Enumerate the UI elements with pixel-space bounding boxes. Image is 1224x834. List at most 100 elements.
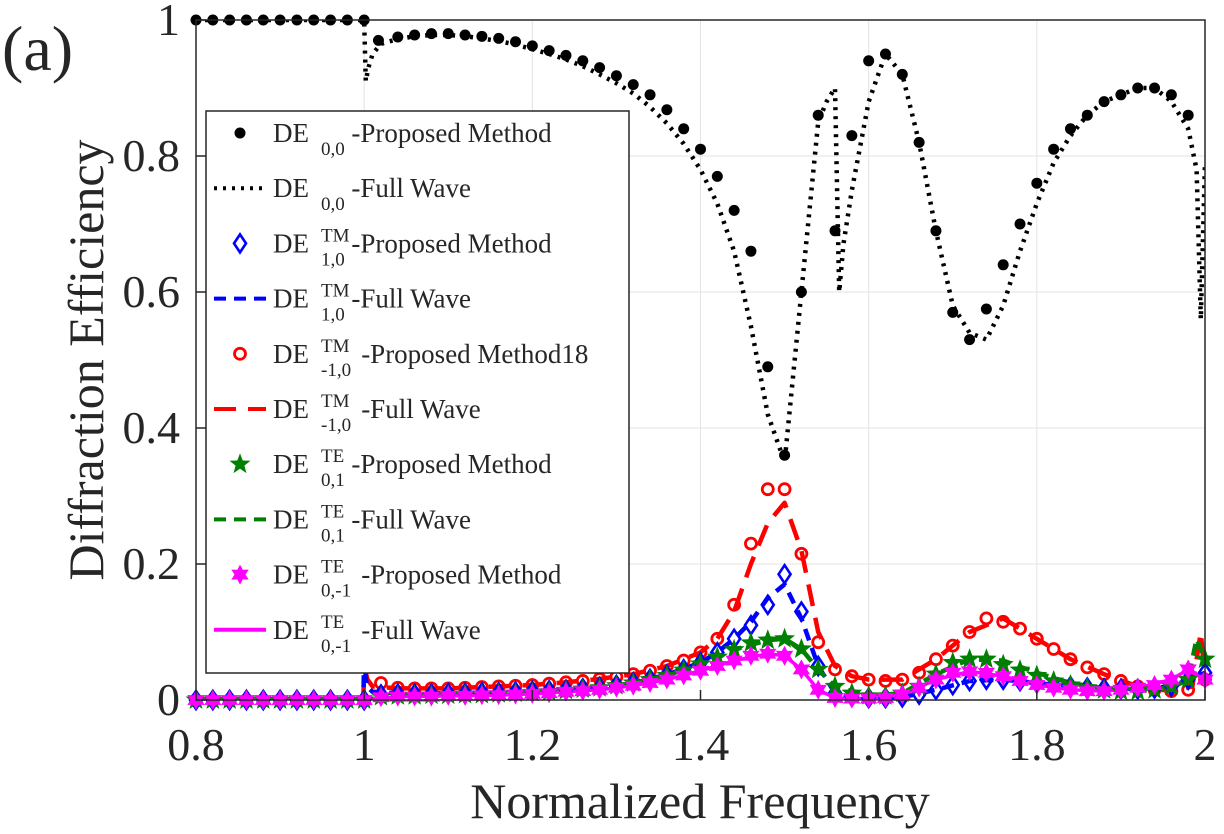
y-tick-label: 0.6 bbox=[123, 266, 181, 317]
series-8-point bbox=[590, 679, 609, 700]
series-0-point bbox=[947, 306, 959, 318]
series-4-point bbox=[744, 536, 758, 551]
series-0-point bbox=[964, 334, 976, 346]
series-6-point bbox=[959, 648, 980, 669]
x-tick-label: 0.8 bbox=[167, 719, 225, 770]
series-0-point bbox=[1132, 82, 1144, 94]
series-4-point bbox=[1080, 660, 1095, 675]
series-6-point bbox=[723, 638, 745, 659]
x-tick-label: 1.6 bbox=[840, 719, 898, 770]
legend-label-base: DE bbox=[273, 615, 309, 645]
panel-label: (a) bbox=[2, 13, 73, 84]
legend-label-subscript: -1,0 bbox=[321, 415, 351, 436]
y-tick-label: 1 bbox=[157, 0, 180, 45]
x-tick-label: 1.8 bbox=[1008, 719, 1066, 770]
series-2-point bbox=[777, 562, 793, 586]
series-0-point bbox=[1115, 89, 1127, 101]
series-8-point bbox=[1028, 675, 1046, 695]
series-8-point bbox=[1045, 677, 1063, 698]
legend-label-base: DE bbox=[273, 449, 309, 479]
legend-entry: DE 0,1 TE -Full Wave bbox=[214, 501, 471, 546]
legend-entry: DE -1,0 TM -Proposed Method18 bbox=[233, 336, 588, 381]
series-0-point bbox=[997, 259, 1009, 271]
legend-label-text: -Proposed Method bbox=[351, 118, 552, 148]
legend-label-base: DE bbox=[273, 284, 309, 314]
legend-label-base: DE bbox=[273, 173, 309, 203]
legend-label-text: -Full Wave bbox=[361, 615, 481, 645]
series-0-point bbox=[863, 55, 875, 67]
legend-label-superscript: TM bbox=[321, 336, 350, 357]
series-0-point bbox=[812, 109, 824, 121]
series-8-point bbox=[944, 662, 962, 683]
legend-label-superscript: TM bbox=[321, 225, 350, 246]
legend-label-subscript: 1,0 bbox=[321, 249, 345, 270]
series-8-point bbox=[792, 659, 811, 680]
series-8-point bbox=[372, 687, 390, 708]
legend-label-superscript: TE bbox=[321, 612, 344, 633]
series-8-point bbox=[927, 669, 945, 690]
series-0-point bbox=[392, 31, 404, 43]
legend-marker bbox=[232, 232, 248, 255]
x-tick-label: 1.2 bbox=[504, 719, 562, 770]
legend-label-text: -Full Wave bbox=[351, 504, 471, 534]
series-8-point bbox=[557, 681, 575, 702]
series-8-point bbox=[708, 656, 726, 676]
series-0-point bbox=[526, 40, 538, 52]
series-0-point bbox=[1149, 82, 1161, 94]
legend-label-subscript: 0,-1 bbox=[321, 636, 351, 657]
series-8-point bbox=[624, 675, 642, 696]
legend-entry: DE 0,0 -Full Wave bbox=[214, 173, 471, 215]
series-0-point bbox=[896, 68, 908, 80]
series-8-point bbox=[1129, 677, 1147, 698]
series-4-point bbox=[962, 625, 977, 639]
series-6-point bbox=[975, 648, 997, 669]
series-0-point bbox=[1014, 218, 1026, 230]
series-0-point bbox=[678, 123, 690, 135]
series-8-point bbox=[490, 685, 508, 706]
series-6-point bbox=[992, 653, 1014, 674]
legend-label-subscript: 0,0 bbox=[321, 139, 345, 160]
series-8-point bbox=[977, 662, 995, 683]
series-8-point bbox=[960, 661, 979, 682]
series-8-point bbox=[1078, 681, 1096, 702]
y-tick-label: 0.8 bbox=[123, 130, 181, 181]
series-8-point bbox=[607, 677, 626, 698]
series-2-point bbox=[760, 593, 776, 617]
series-6-point bbox=[774, 627, 795, 648]
legend-label: DE 0,1 TE -Full Wave bbox=[273, 501, 471, 546]
series-4-point bbox=[945, 638, 960, 653]
x-tick-label: 2 bbox=[1194, 719, 1217, 770]
series-0-point bbox=[1182, 109, 1194, 121]
legend-label: DE -1,0 TM -Full Wave bbox=[273, 391, 481, 436]
series-8-point bbox=[742, 645, 760, 666]
series-6-point bbox=[1009, 659, 1031, 679]
legend-entry: DE 1,0 TM-Proposed Method bbox=[232, 225, 552, 270]
series-8-point bbox=[809, 679, 827, 700]
series-8-point bbox=[456, 685, 474, 706]
series-4-point bbox=[1046, 642, 1061, 656]
series-2-point bbox=[793, 600, 809, 623]
y-axis-label: Diffraction Efficiency bbox=[58, 139, 114, 580]
legend-label-base: DE bbox=[273, 228, 309, 258]
series-4-point bbox=[811, 635, 826, 650]
series-4-point bbox=[828, 662, 842, 677]
series-0-point bbox=[829, 225, 841, 237]
x-tick-label: 1.4 bbox=[672, 719, 730, 770]
legend-label-text: -Proposed Method bbox=[361, 560, 562, 590]
legend-label-superscript: TE bbox=[321, 446, 344, 467]
legend-label-superscript: TM bbox=[321, 391, 350, 412]
series-8-point bbox=[406, 686, 424, 707]
series-0-point bbox=[1165, 89, 1177, 101]
series-6-point bbox=[740, 631, 762, 652]
legend-marker bbox=[229, 453, 251, 474]
legend-label-text: -Full Wave bbox=[361, 394, 481, 424]
legend-label-text: -Full Wave bbox=[351, 284, 471, 314]
series-0-point bbox=[661, 104, 673, 116]
legend-label: DE 0,0 -Full Wave bbox=[273, 173, 471, 215]
series-8-point bbox=[826, 688, 844, 708]
series-8-point bbox=[725, 650, 743, 671]
series-0-point bbox=[493, 32, 505, 44]
x-axis-label: Normalized Frequency bbox=[470, 773, 930, 829]
series-2-point bbox=[962, 669, 978, 693]
series-0-point bbox=[913, 136, 925, 148]
